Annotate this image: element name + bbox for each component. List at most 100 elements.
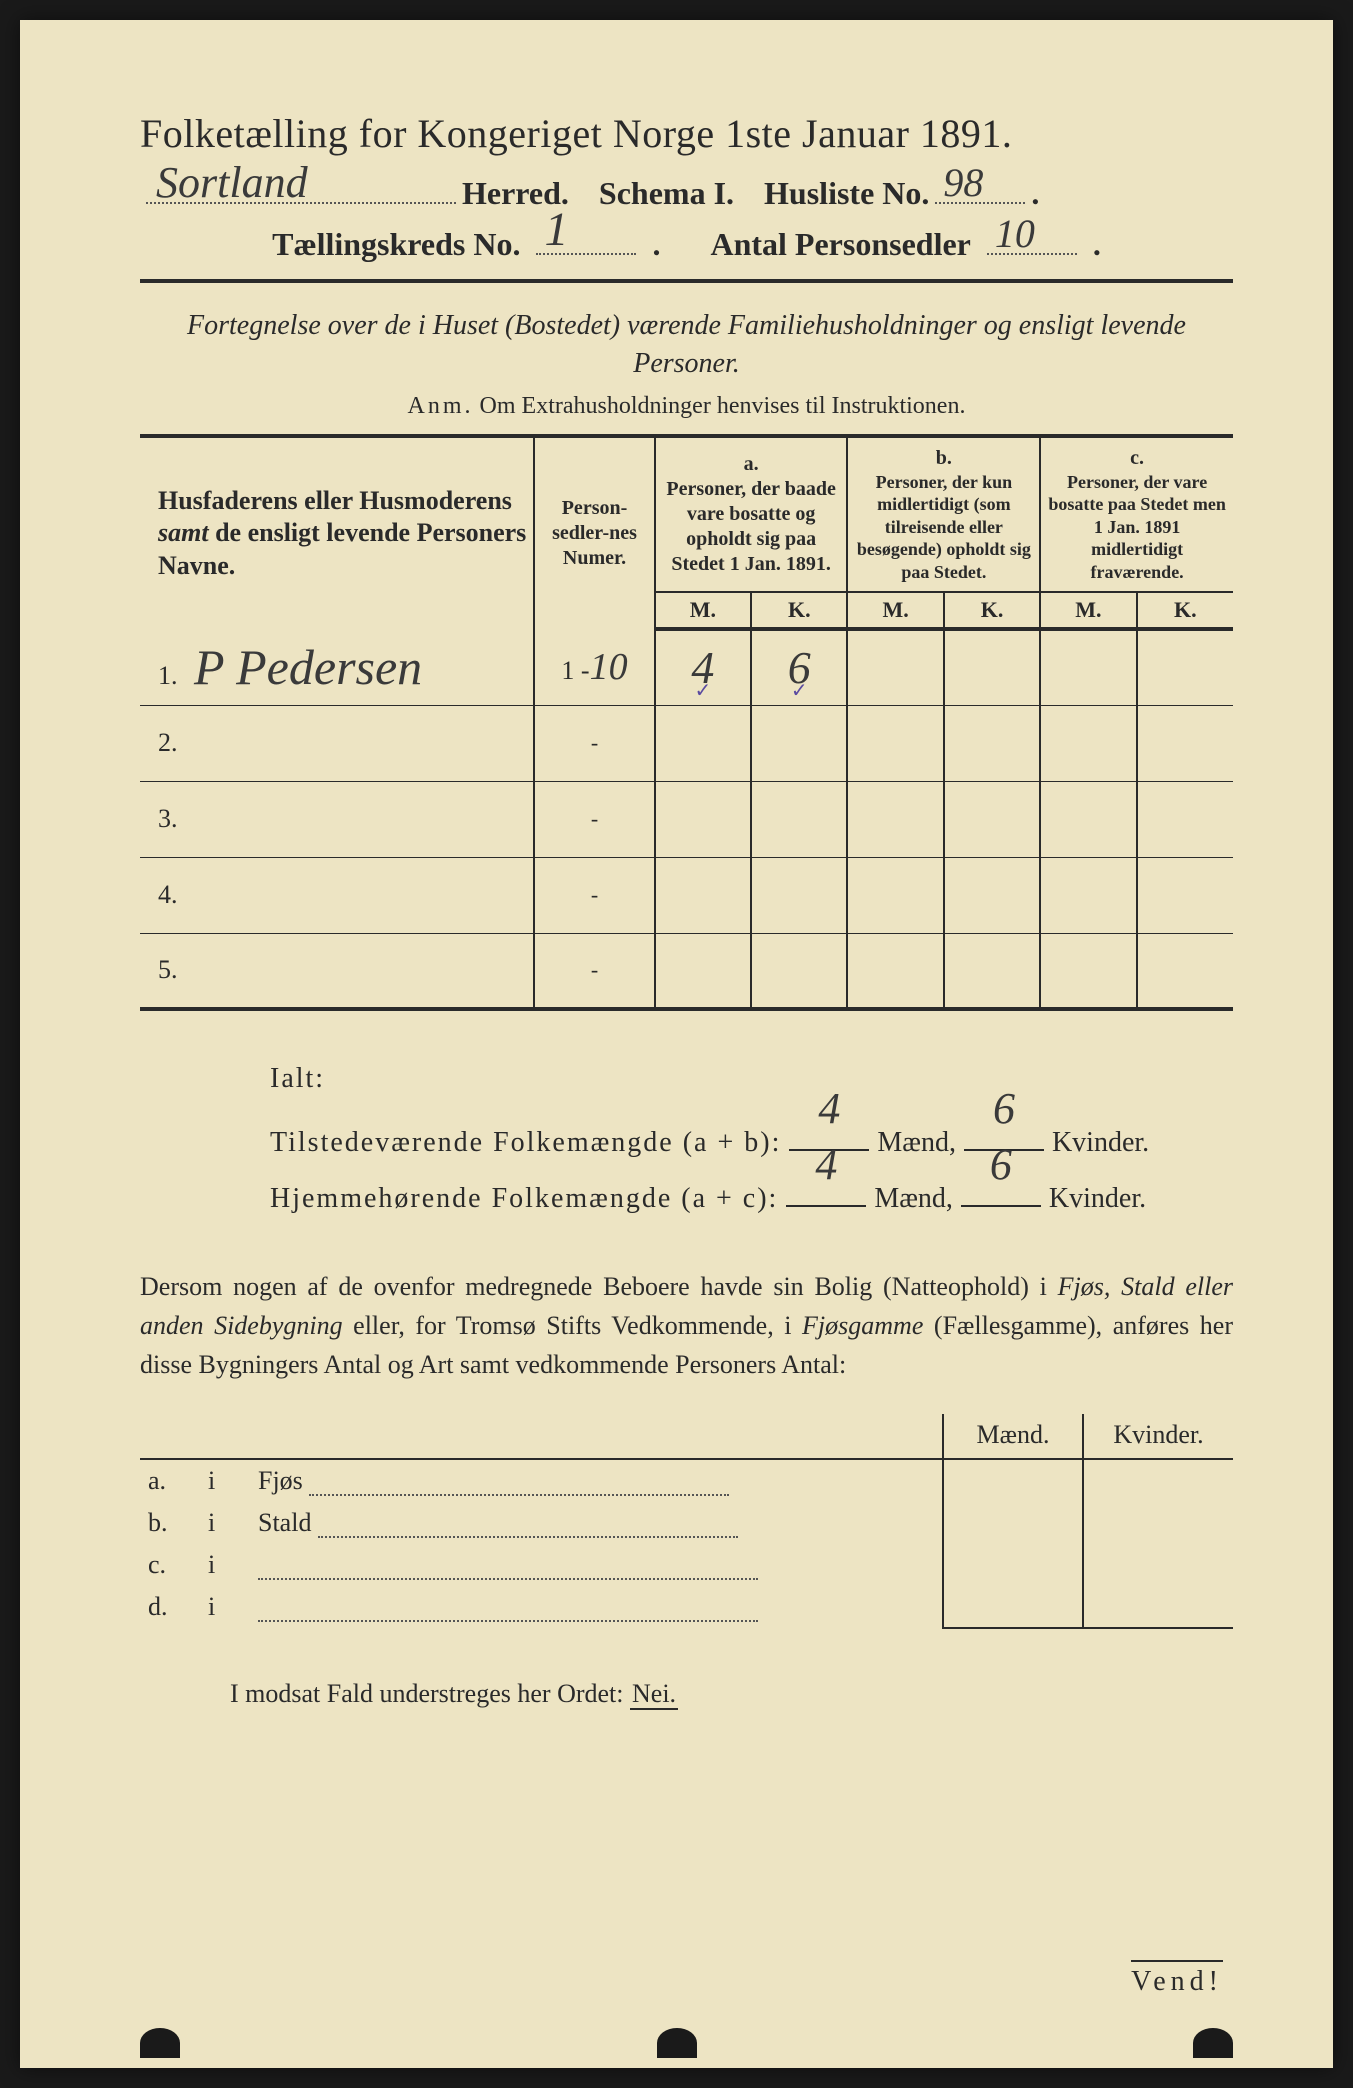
lower-kvinder-cell — [1083, 1586, 1233, 1628]
cell-b_m — [847, 629, 943, 705]
nei-word: Nei. — [630, 1679, 678, 1710]
col-b-m: M. — [847, 592, 943, 629]
cell-c_k — [1137, 705, 1233, 781]
lower-i: i — [200, 1459, 250, 1502]
table-row: 1. P Pedersen1 -104✓6✓ — [140, 629, 1233, 705]
husliste-no-handwritten: 98 — [943, 159, 983, 206]
lower-kvinder-cell — [1083, 1459, 1233, 1502]
vend-label: Vend! — [1131, 1960, 1223, 1998]
lower-row: c.i — [140, 1544, 1233, 1586]
lower-i: i — [200, 1586, 250, 1628]
table-row: 2. - — [140, 705, 1233, 781]
lower-table: Mænd. Kvinder. a.iFjøs b.iStald c.i d.i — [140, 1414, 1233, 1629]
checkmark-icon: ✓ — [791, 678, 808, 703]
subtitle: Fortegnelse over de i Huset (Bostedet) v… — [140, 307, 1233, 383]
lower-maend-cell — [943, 1459, 1083, 1502]
col-a-k: K. — [751, 592, 847, 629]
lower-kvinder-header: Kvinder. — [1083, 1414, 1233, 1459]
lower-kvinder-cell — [1083, 1502, 1233, 1544]
cell-a_m — [655, 705, 751, 781]
row-number: 4. — [140, 857, 534, 933]
lower-label — [250, 1544, 943, 1586]
kreds-no-handwritten: 1 — [544, 202, 568, 257]
col-c-m: M. — [1040, 592, 1136, 629]
table-row: 3. - — [140, 781, 1233, 857]
lower-label: Fjøs — [250, 1459, 943, 1502]
antal-handwritten: 10 — [995, 210, 1035, 257]
col-b-header: b. Personer, der kun midlertidigt (som t… — [847, 436, 1040, 593]
cell-c_m — [1040, 781, 1136, 857]
census-form-page: Folketælling for Kongeriget Norge 1ste J… — [20, 20, 1333, 2068]
cell-c_k — [1137, 629, 1233, 705]
page-tear — [657, 2028, 697, 2058]
row-number: 3. — [140, 781, 534, 857]
lower-row: d.i — [140, 1586, 1233, 1628]
totals-row-1: Tilstedeværende Folkemængde (a + b): 4 M… — [270, 1115, 1233, 1171]
lower-maend-cell — [943, 1586, 1083, 1628]
table-row: 5. - — [140, 933, 1233, 1009]
table-row: 4. - — [140, 857, 1233, 933]
cell-c_k — [1137, 781, 1233, 857]
cell-c_k — [1137, 933, 1233, 1009]
lower-maend-cell — [943, 1544, 1083, 1586]
cell-a_k: 6✓ — [751, 629, 847, 705]
anm-note: Anm. Om Extrahusholdninger henvises til … — [140, 393, 1233, 420]
cell-a_m — [655, 857, 751, 933]
col-a-m: M. — [655, 592, 751, 629]
cell-b_k — [944, 857, 1040, 933]
person-range: - — [534, 781, 654, 857]
ialt-label: Ialt: — [270, 1051, 1233, 1107]
lower-letter: d. — [140, 1586, 200, 1628]
person-range: - — [534, 705, 654, 781]
row-number: 2. — [140, 705, 534, 781]
lower-maend-header: Mænd. — [943, 1414, 1083, 1459]
totals-row-2: Hjemmehørende Folkemængde (a + c): 4 Mæn… — [270, 1171, 1233, 1227]
lower-maend-cell — [943, 1502, 1083, 1544]
lower-row: a.iFjøs — [140, 1459, 1233, 1502]
cell-a_k — [751, 705, 847, 781]
cell-b_k — [944, 933, 1040, 1009]
cell-a_m: 4✓ — [655, 629, 751, 705]
lower-kvinder-cell — [1083, 1544, 1233, 1586]
person-range: 1 -10 — [534, 629, 654, 705]
col-c-k: K. — [1137, 592, 1233, 629]
kreds-label: Tællingskreds No. — [272, 226, 520, 263]
lower-row: b.iStald — [140, 1502, 1233, 1544]
cell-c_m — [1040, 933, 1136, 1009]
col-a-header: a. Personer, der baade vare bosatte og o… — [655, 436, 848, 593]
lower-letter: b. — [140, 1502, 200, 1544]
cell-c_m — [1040, 629, 1136, 705]
instruction-paragraph: Dersom nogen af de ovenfor medregnede Be… — [140, 1267, 1233, 1384]
main-table: Husfaderens eller Husmoderens samt de en… — [140, 434, 1233, 1012]
cell-a_k — [751, 933, 847, 1009]
totals-section: Ialt: Tilstedeværende Folkemængde (a + b… — [270, 1051, 1233, 1227]
cell-a_m — [655, 781, 751, 857]
cell-c_m — [1040, 705, 1136, 781]
page-tear — [140, 2028, 180, 2058]
row-number: 1. P Pedersen — [140, 629, 534, 705]
cell-b_m — [847, 705, 943, 781]
cell-c_m — [1040, 857, 1136, 933]
cell-c_k — [1137, 857, 1233, 933]
lower-label: Stald — [250, 1502, 943, 1544]
antal-label: Antal Personsedler — [710, 226, 970, 263]
nei-line: I modsat Fald understreges her Ordet: Ne… — [230, 1679, 1233, 1709]
lower-letter: c. — [140, 1544, 200, 1586]
herred-handwritten: Sortland — [156, 157, 308, 208]
cell-b_k — [944, 705, 1040, 781]
person-range: - — [534, 857, 654, 933]
col-b-k: K. — [944, 592, 1040, 629]
header-line-2: Tællingskreds No. 1 . Antal Personsedler… — [140, 226, 1233, 263]
husliste-label: Husliste No. — [764, 175, 929, 212]
main-title: Folketælling for Kongeriget Norge 1ste J… — [140, 110, 1233, 157]
lower-label — [250, 1586, 943, 1628]
person-range: - — [534, 933, 654, 1009]
cell-a_k — [751, 781, 847, 857]
header-line-1: Sortland Herred. Schema I. Husliste No. … — [140, 175, 1233, 212]
cell-a_m — [655, 933, 751, 1009]
total-ac-m: 4 — [815, 1121, 837, 1209]
lower-letter: a. — [140, 1459, 200, 1502]
cell-b_m — [847, 857, 943, 933]
col-c-header: c. Personer, der vare bosatte paa Stedet… — [1040, 436, 1233, 593]
cell-b_k — [944, 629, 1040, 705]
